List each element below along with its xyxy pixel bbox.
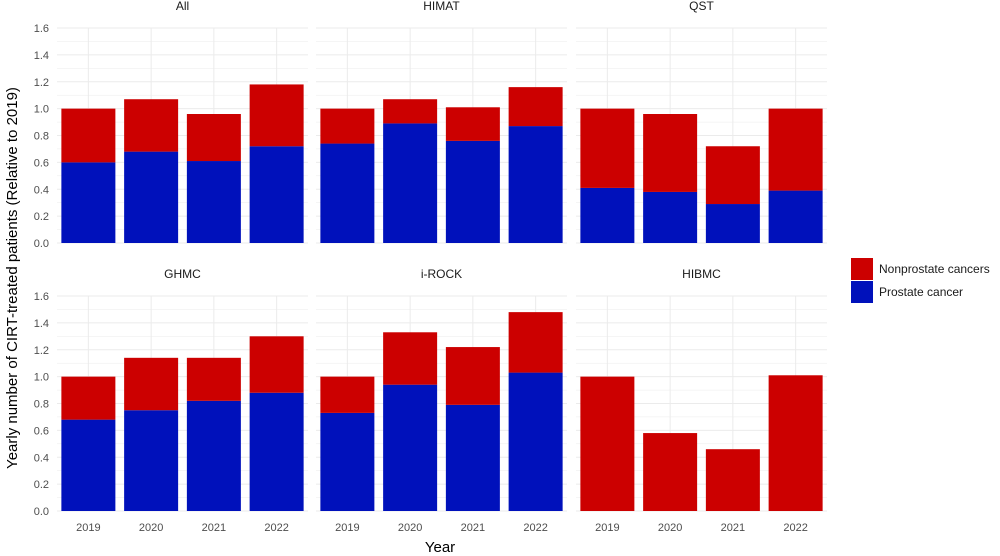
bar-prostate-2021 <box>705 204 760 243</box>
x-tick-label: 2022 <box>783 522 807 534</box>
legend-swatch <box>851 258 873 280</box>
bar-nonprostate-2019 <box>61 376 116 420</box>
y-tick-label: 0.4 <box>34 184 49 196</box>
x-tick-label: 2020 <box>658 522 682 534</box>
bar-nonprostate-2021 <box>445 107 500 141</box>
bar-nonprostate-2022 <box>508 312 563 373</box>
panel-title: All <box>176 0 189 13</box>
y-tick-label: 0.0 <box>34 238 49 250</box>
bar-nonprostate-2020 <box>643 433 698 511</box>
bar-prostate-2020 <box>383 384 438 511</box>
bar-nonprostate-2020 <box>124 357 179 411</box>
y-tick-label: 1.4 <box>34 318 49 330</box>
x-tick-label: 2022 <box>523 522 547 534</box>
chart-panels: All 0.0 0.2 0.4 0.6 0.8 1.0 1.2 1.4 1.6 HIMAT QST GH… <box>34 0 827 534</box>
bar-prostate-2021 <box>186 400 241 511</box>
bar-nonprostate-2019 <box>320 108 375 144</box>
bar-nonprostate-2021 <box>186 114 241 162</box>
panel-himat: HIMAT <box>316 0 567 244</box>
bar-prostate-2022 <box>249 392 304 511</box>
legend-swatch <box>851 281 873 303</box>
y-tick-label: 1.0 <box>34 104 49 116</box>
bar-nonprostate-2019 <box>320 376 375 413</box>
panel-title: i-ROCK <box>421 267 462 281</box>
y-tick-label: 1.2 <box>34 77 49 89</box>
y-axis-title: Yearly number of CIRT-treated patients (… <box>4 87 21 469</box>
bar-nonprostate-2020 <box>643 114 698 192</box>
x-tick-label: 2020 <box>139 522 163 534</box>
panel-title: HIBMC <box>682 267 721 281</box>
bar-nonprostate-2020 <box>124 99 179 152</box>
legend: Nonprostate cancers Prostate cancer <box>851 258 990 303</box>
x-tick-label: 2020 <box>398 522 422 534</box>
panel-hibmc: HIBMC 2019 2020 2021 2022 <box>576 267 827 534</box>
panel-all: All 0.0 0.2 0.4 0.6 0.8 1.0 1.2 1.4 1.6 <box>34 0 308 250</box>
y-tick-label: 0.6 <box>34 157 49 169</box>
bar-nonprostate-2020 <box>383 99 438 124</box>
bar-nonprostate-2021 <box>705 146 760 205</box>
panel-title: GHMC <box>164 267 201 281</box>
bar-prostate-2021 <box>445 140 500 243</box>
y-tick-label: 1.0 <box>34 372 49 384</box>
bar-nonprostate-2022 <box>768 375 823 511</box>
bar-nonprostate-2021 <box>186 357 241 401</box>
y-tick-label: 0.2 <box>34 479 49 491</box>
bar-nonprostate-2022 <box>249 336 304 393</box>
bar-prostate-2021 <box>445 404 500 511</box>
x-tick-label: 2019 <box>335 522 359 534</box>
bar-prostate-2020 <box>124 151 179 243</box>
bar-prostate-2020 <box>643 191 698 243</box>
y-tick-label: 0.8 <box>34 131 49 143</box>
bar-nonprostate-2019 <box>61 108 116 163</box>
panel-title: HIMAT <box>423 0 460 13</box>
bar-prostate-2019 <box>580 187 635 243</box>
y-tick-label: 0.0 <box>34 506 49 518</box>
bar-prostate-2021 <box>186 161 241 243</box>
bar-nonprostate-2020 <box>383 332 438 385</box>
y-tick-label: 0.2 <box>34 211 49 223</box>
bar-prostate-2022 <box>508 372 563 511</box>
y-tick-label: 0.4 <box>34 452 49 464</box>
bar-prostate-2020 <box>124 410 179 511</box>
panel-i-rock: i-ROCK 2019 2020 2021 2022 <box>316 267 567 534</box>
bar-prostate-2019 <box>320 412 375 511</box>
bar-nonprostate-2022 <box>508 87 563 127</box>
y-tick-label: 0.8 <box>34 399 49 411</box>
y-tick-label: 1.4 <box>34 50 49 62</box>
legend-label: Nonprostate cancers <box>879 262 990 276</box>
panel-qst: QST <box>576 0 827 244</box>
x-tick-label: 2021 <box>461 522 485 534</box>
bar-nonprostate-2022 <box>768 108 823 191</box>
bar-prostate-2022 <box>249 146 304 243</box>
bar-prostate-2022 <box>508 126 563 243</box>
x-tick-label: 2019 <box>76 522 100 534</box>
bar-nonprostate-2021 <box>705 449 760 511</box>
bar-prostate-2019 <box>320 143 375 243</box>
bar-prostate-2022 <box>768 190 823 243</box>
y-tick-label: 1.2 <box>34 345 49 357</box>
bar-prostate-2019 <box>61 162 116 243</box>
legend-label: Prostate cancer <box>879 285 963 299</box>
y-tick-label: 1.6 <box>34 23 49 35</box>
bar-prostate-2019 <box>61 419 116 511</box>
bar-nonprostate-2021 <box>445 347 500 405</box>
y-tick-label: 1.6 <box>34 291 49 303</box>
x-tick-label: 2021 <box>721 522 745 534</box>
x-tick-label: 2022 <box>264 522 288 534</box>
bar-nonprostate-2019 <box>580 108 635 188</box>
bar-nonprostate-2022 <box>249 84 304 147</box>
x-tick-label: 2019 <box>595 522 619 534</box>
bar-prostate-2020 <box>383 123 438 243</box>
panel-ghmc: GHMC 0.0 0.2 0.4 0.6 0.8 1.0 1.2 1.4 1.6 2019 2020 2… <box>34 267 308 534</box>
bar-nonprostate-2019 <box>580 376 635 511</box>
x-axis-title: Year <box>425 539 455 556</box>
y-tick-label: 0.6 <box>34 425 49 437</box>
panel-title: QST <box>689 0 714 13</box>
x-tick-label: 2021 <box>202 522 226 534</box>
